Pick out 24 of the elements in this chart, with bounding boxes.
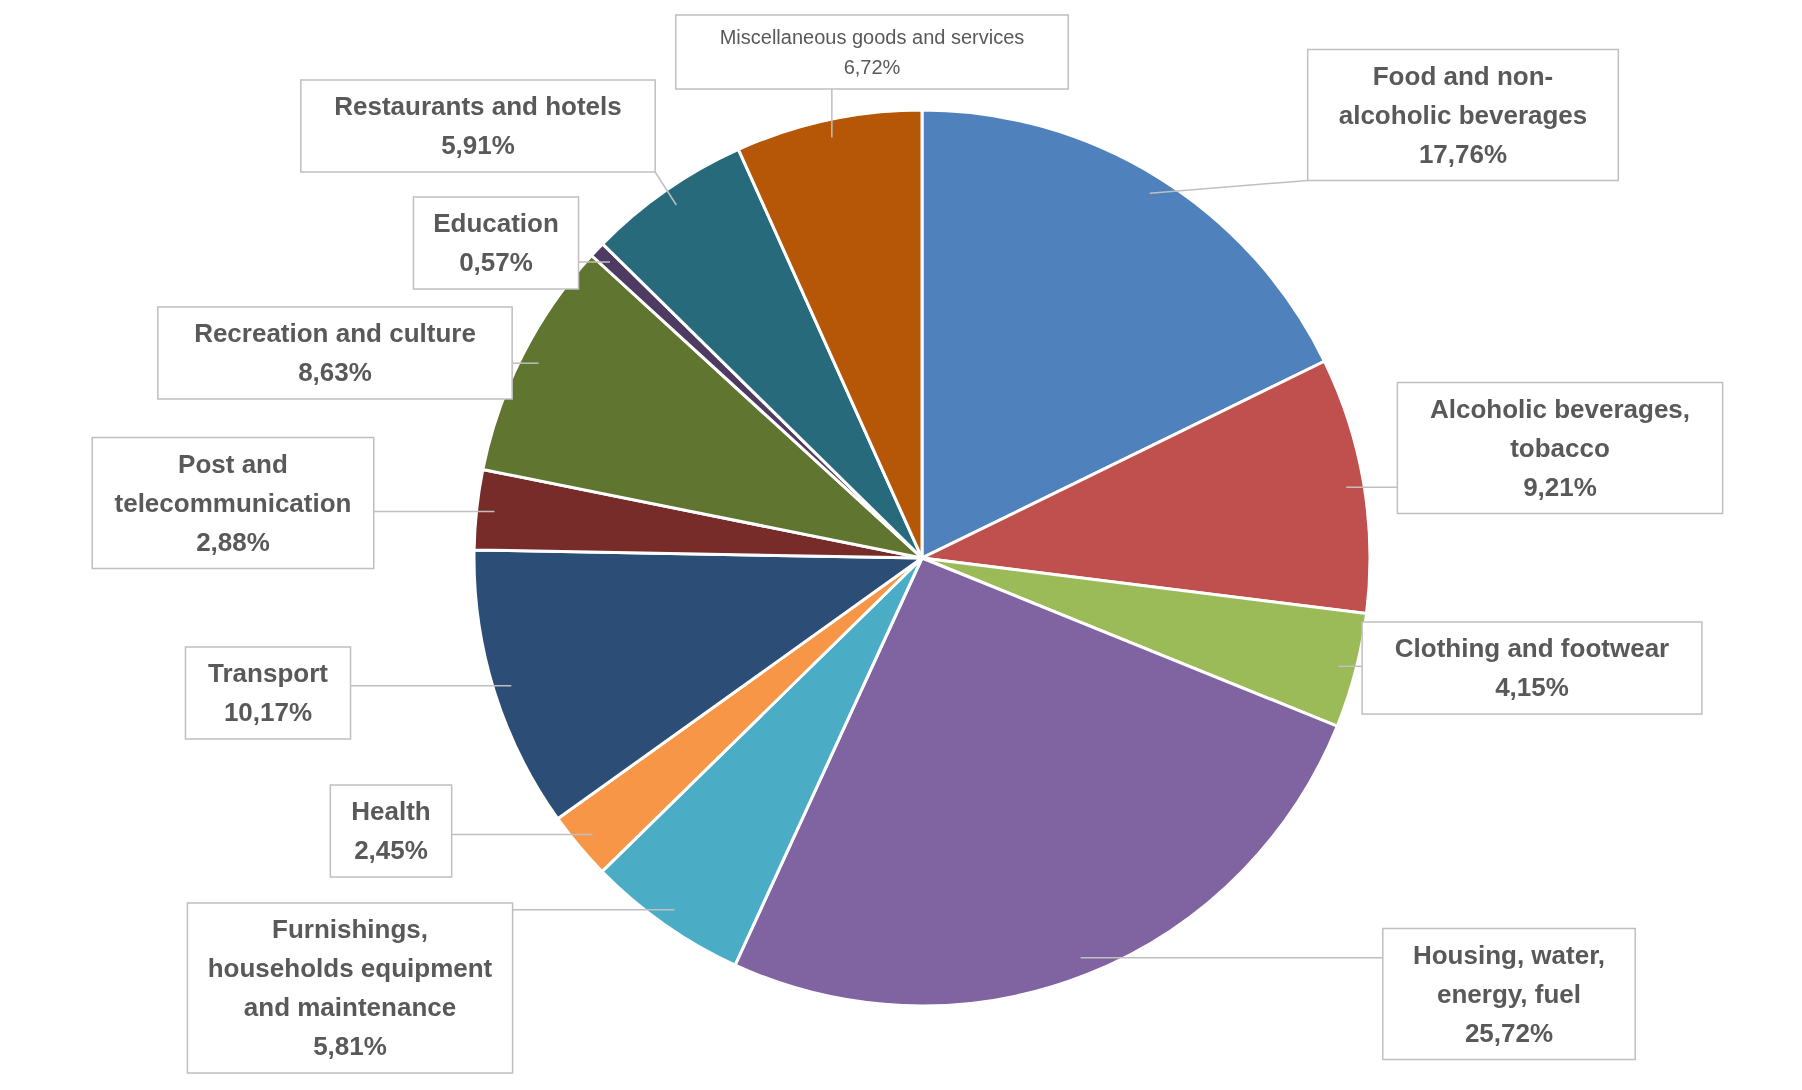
data-label: 8,63% [298, 357, 372, 388]
slice-label: Recreation and culture [194, 318, 476, 349]
slice-label: Food and non-alcoholic beverages [1338, 60, 1588, 130]
data-label: 2,88% [196, 526, 270, 557]
data-label: 5,81% [313, 1031, 387, 1062]
slice-label: Restaurants and hotels [334, 91, 622, 122]
data-label: 5,91% [441, 130, 515, 161]
data-label: 0,57% [459, 247, 533, 278]
data-label: 6,72% [843, 55, 901, 78]
data-label: 25,72% [1464, 1017, 1554, 1048]
slice-label: Alcoholic beverages, tobacco [1429, 393, 1691, 463]
slice-label: Furnishings, households equipment and maintenance [207, 914, 493, 1023]
slice-label: Housing, water, energy, fuel [1412, 939, 1606, 1009]
data-label: 2,45% [354, 835, 428, 866]
slice-label: Transport [208, 658, 329, 689]
data-label: 4,15% [1495, 672, 1569, 703]
slice-label: Post and telecommunication [114, 448, 352, 518]
data-label: 17,76% [1418, 138, 1508, 169]
slice-label: Miscellaneous goods and services [719, 25, 1025, 48]
data-label: 9,21% [1523, 471, 1597, 502]
slice-label: Health [351, 796, 431, 827]
slice-label: Clothing and footwear [1394, 633, 1670, 664]
slice-label: Education [433, 208, 559, 239]
data-label: 10,17% [223, 697, 313, 728]
